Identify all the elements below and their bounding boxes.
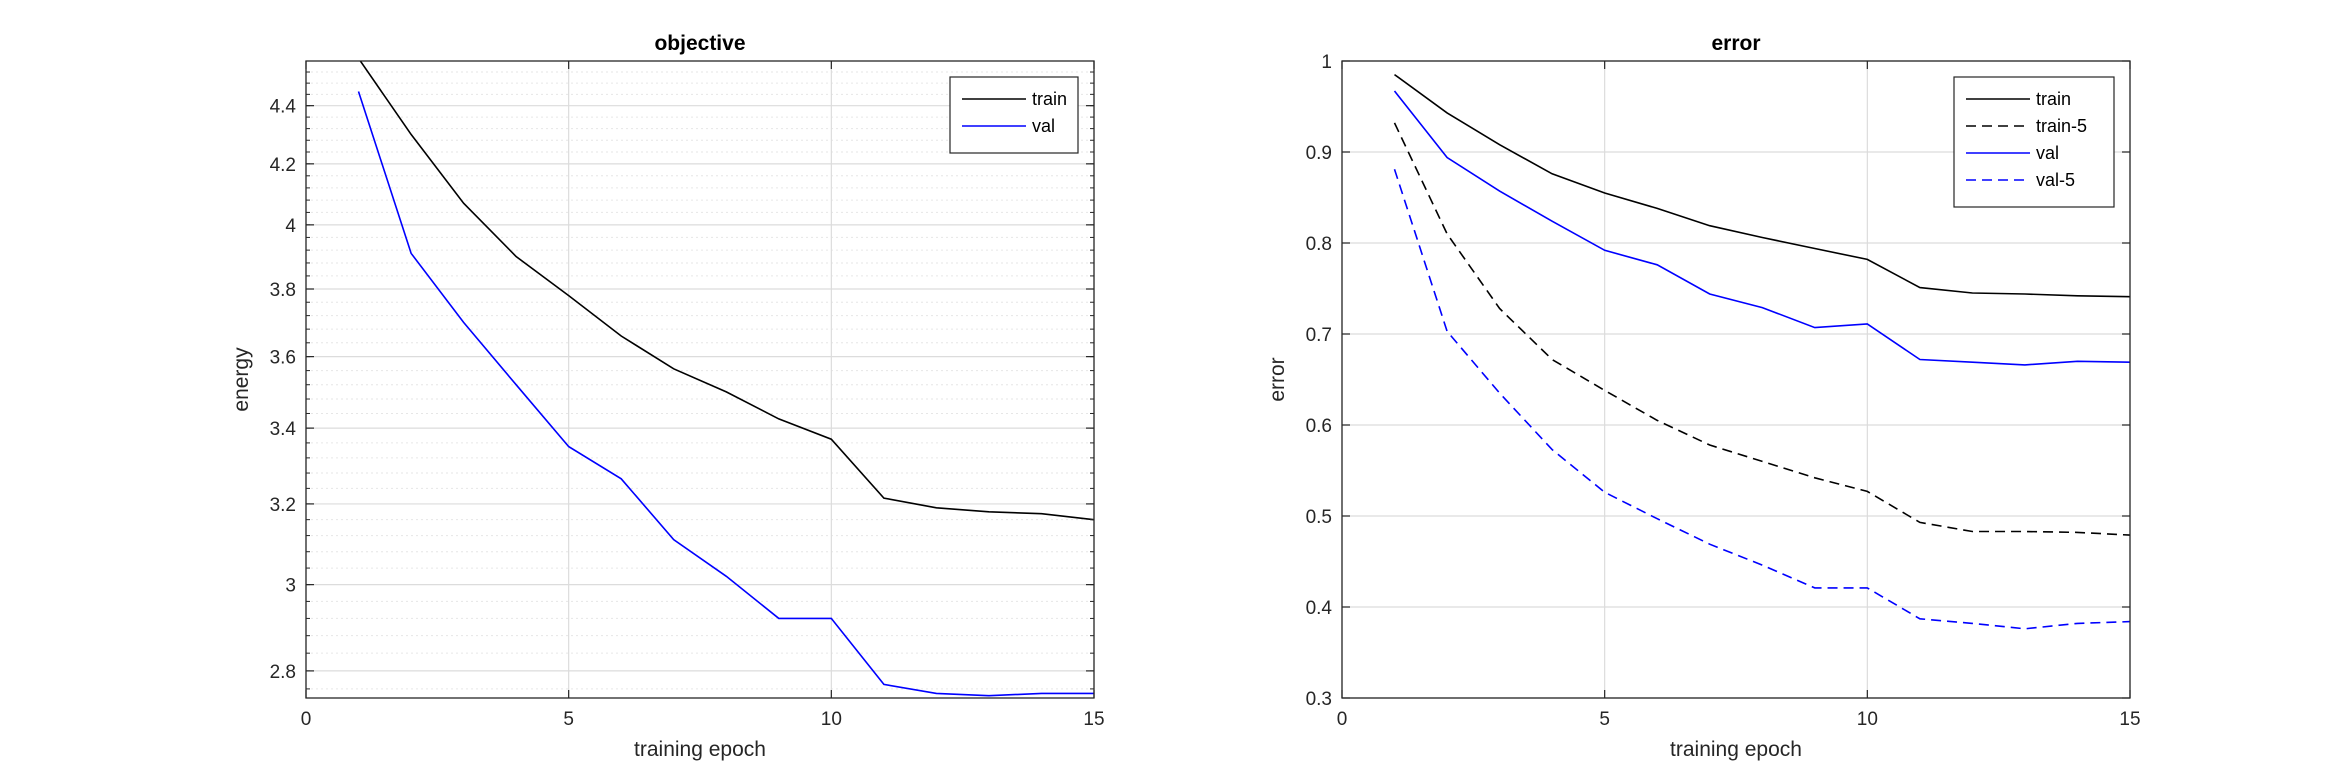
- legend-label-train-5: train-5: [2036, 116, 2087, 136]
- y-tick-label: 3.4: [270, 419, 297, 440]
- y-axis-label: energy: [230, 347, 253, 412]
- series-line-val: [1393, 90, 2130, 366]
- y-tick-label: 2.8: [270, 662, 296, 683]
- series-line-train: [359, 61, 1094, 521]
- x-tick-label: 5: [1599, 709, 1610, 730]
- axes-box: [305, 60, 1095, 699]
- series-line-val-5: [1393, 169, 2130, 630]
- legend-label-val-5: val-5: [2036, 170, 2075, 190]
- y-tick-label: 3.8: [270, 280, 296, 301]
- chart-title: error: [1711, 32, 1760, 55]
- y-tick-label: 3.6: [270, 348, 296, 369]
- y-axis-label: error: [1266, 357, 1289, 401]
- legend-label-val: val: [1032, 116, 1055, 136]
- x-tick-label: 0: [1337, 709, 1348, 730]
- y-tick-label: 4.2: [270, 155, 296, 176]
- objective-chart: 2.8 3 3.2 3.4 3.6 3.8 4 4.2 4.4 0 5 10 15 objective tr…: [230, 32, 1105, 761]
- x-tick-label: 15: [1083, 709, 1104, 730]
- x-tick-label: 10: [1857, 709, 1878, 730]
- x-tick-label: 15: [2119, 709, 2140, 730]
- error-chart: 0.30.40.50.60.70.80.910 5 10 15errortrainin…: [1266, 32, 2141, 761]
- y-tick-label: 4: [285, 216, 296, 237]
- legend-box: [949, 76, 1079, 154]
- y-tick-label: 0.3: [1306, 689, 1332, 710]
- legend-label-train: train: [1032, 89, 1067, 109]
- x-tick-label: 0: [301, 709, 312, 730]
- legend-label-train: train: [2036, 89, 2071, 109]
- x-tick-label: 5: [563, 709, 574, 730]
- y-tick-label: 0.7: [1306, 325, 1332, 346]
- axes-box: [1341, 60, 2131, 699]
- y-tick-label: 3: [285, 576, 296, 597]
- x-axis-label: training epoch: [1670, 738, 1802, 761]
- legend-box: [1953, 76, 2115, 208]
- series-line-val: [357, 91, 1094, 697]
- y-tick-label: 0.4: [1306, 598, 1333, 619]
- legend-label-val: val: [2036, 143, 2059, 163]
- x-axis-label: training epoch: [634, 738, 766, 761]
- legend: train val: [949, 76, 1079, 154]
- y-tick-label: 0.8: [1306, 234, 1332, 255]
- y-tick-label: 4.4: [270, 97, 297, 118]
- y-tick-label: 0.9: [1306, 143, 1332, 164]
- series-line-train: [1394, 73, 2130, 298]
- legend: train train-5 val val-5: [1953, 76, 2115, 208]
- y-tick-label: 0.6: [1306, 416, 1332, 437]
- x-tick-label: 10: [821, 709, 842, 730]
- y-tick-label: 1: [1321, 52, 1332, 73]
- series-line-train-5: [1393, 122, 2130, 536]
- y-tick-label: 3.2: [270, 495, 296, 516]
- y-tick-label: 0.5: [1306, 507, 1332, 528]
- chart-title: objective: [654, 32, 745, 55]
